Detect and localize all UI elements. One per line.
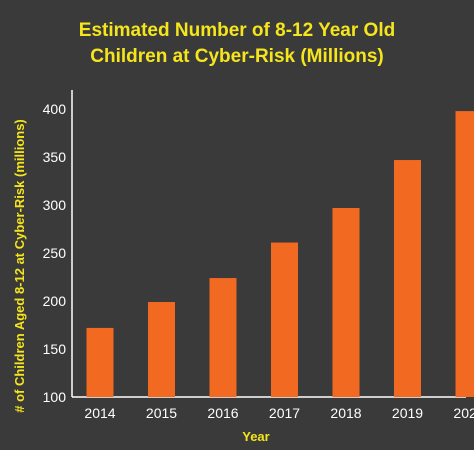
x-tick-label: 2017 xyxy=(269,405,300,421)
bars xyxy=(86,111,474,397)
x-tick-label: 2014 xyxy=(84,405,115,421)
y-tick-label: 100 xyxy=(43,389,67,405)
x-tick-label: 2019 xyxy=(392,405,423,421)
bar-2015 xyxy=(148,302,175,397)
y-tick-labels: 100 150 200 250 300 350 400 xyxy=(43,101,67,405)
x-axis-title: Year xyxy=(242,429,269,444)
chart-title: Estimated Number of 8-12 Year Old Childr… xyxy=(0,18,474,70)
y-axis-title: # of Children Aged 8-12 at Cyber-Risk (m… xyxy=(12,119,27,413)
y-tick-label: 150 xyxy=(43,341,67,357)
y-tick-label: 250 xyxy=(43,245,67,261)
y-tick-label: 300 xyxy=(43,197,67,213)
bar-2020 xyxy=(455,111,474,397)
x-tick-label: 2015 xyxy=(146,405,177,421)
bar-2016 xyxy=(209,278,237,397)
y-tick-label: 400 xyxy=(43,101,67,117)
y-tick-label: 350 xyxy=(43,149,67,165)
bar-2017 xyxy=(271,242,298,397)
bar-2019 xyxy=(394,160,421,397)
chart-title-line-1: Estimated Number of 8-12 Year Old xyxy=(78,20,396,41)
x-tick-labels: 2014 2015 2016 2017 2018 2019 2020 xyxy=(84,405,474,421)
x-tick-label: 2020 xyxy=(453,405,474,421)
x-tick-label: 2016 xyxy=(207,405,238,421)
y-tick-label: 200 xyxy=(43,293,67,309)
bar-2014 xyxy=(86,327,114,397)
bar-2018 xyxy=(332,208,360,397)
x-tick-label: 2018 xyxy=(330,405,361,421)
chart-title-line-2: Children at Cyber-Risk (Millions) xyxy=(90,46,384,67)
